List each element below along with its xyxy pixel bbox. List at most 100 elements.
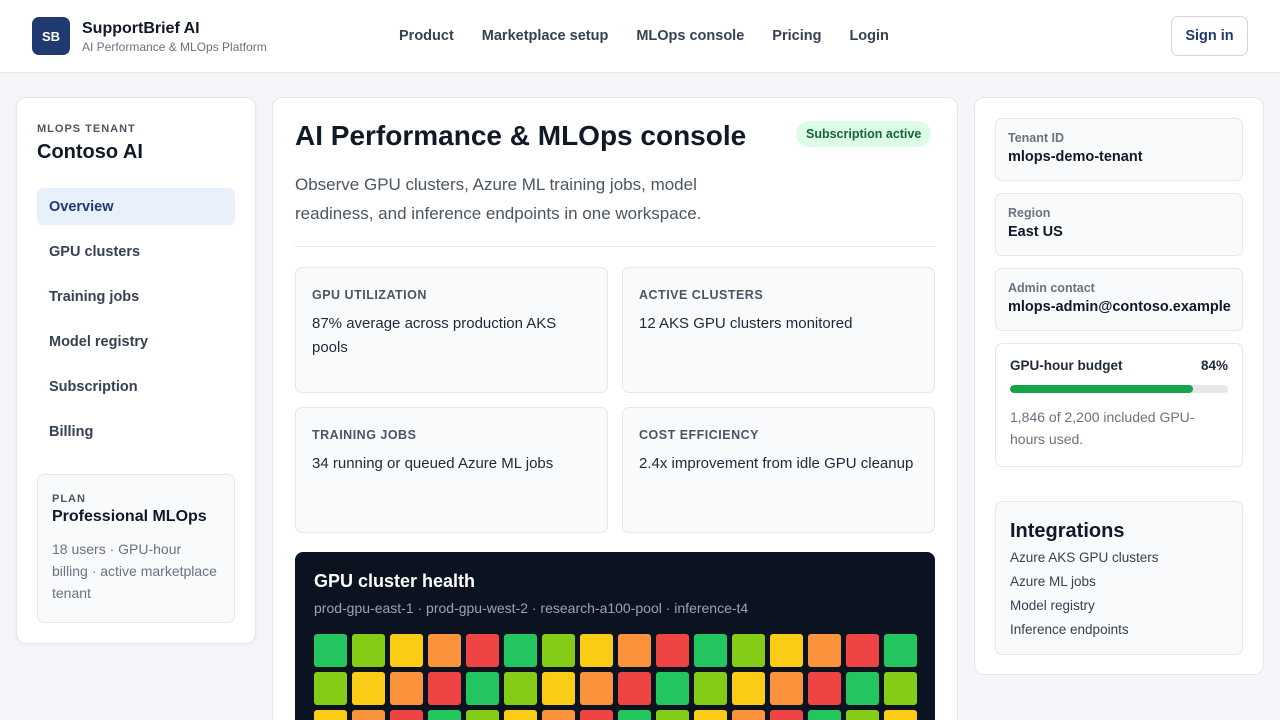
- integration-item: Inference endpoints: [1010, 622, 1129, 637]
- cluster-health-cell[interactable]: [352, 634, 385, 667]
- cluster-health-cell[interactable]: [466, 672, 499, 705]
- cluster-health-cell[interactable]: [770, 710, 803, 720]
- top-header: SB SupportBrief AI AI Performance & MLOp…: [0, 0, 1280, 73]
- cluster-health-cell[interactable]: [504, 672, 537, 705]
- nav-mlops-console[interactable]: MLOps console: [636, 28, 745, 44]
- sidebar-item-billing[interactable]: Billing: [49, 423, 94, 440]
- cluster-health-cell[interactable]: [542, 710, 575, 720]
- plan-eyebrow: PLAN: [52, 493, 86, 505]
- cluster-health-cell[interactable]: [466, 710, 499, 720]
- tenant-id-box: Tenant ID mlops-demo-tenant: [995, 118, 1243, 181]
- sidebar-item-gpu-clusters[interactable]: GPU clusters: [49, 243, 141, 260]
- cluster-health-cell[interactable]: [428, 672, 461, 705]
- cluster-health-cell[interactable]: [314, 672, 347, 705]
- admin-contact-box: Admin contact mlops-admin@contoso.exampl…: [995, 268, 1243, 331]
- sidebar-item-subscription[interactable]: Subscription: [49, 378, 138, 395]
- nav-marketplace-setup[interactable]: Marketplace setup: [481, 28, 609, 44]
- tenant-id-label: Tenant ID: [1008, 131, 1065, 145]
- health-title: GPU cluster health: [314, 571, 476, 591]
- integrations-box: Integrations Azure AKS GPU clusters Azur…: [995, 501, 1243, 655]
- cluster-health-heatmap: [314, 634, 917, 720]
- sign-in-button[interactable]: Sign in: [1171, 16, 1248, 56]
- cluster-health-cell[interactable]: [314, 634, 347, 667]
- budget-progress-fill: [1010, 385, 1194, 393]
- cluster-health-cell[interactable]: [542, 672, 575, 705]
- budget-percent: 84%: [1200, 358, 1228, 373]
- cluster-health-cell[interactable]: [884, 672, 917, 705]
- plan-card: PLAN Professional MLOps 18 users · GPU-h…: [37, 474, 235, 623]
- cluster-health-cell[interactable]: [352, 710, 385, 720]
- metric-card-active-clusters: ACTIVE CLUSTERS 12 AKS GPU clusters moni…: [622, 267, 935, 393]
- sidebar-item-model-registry[interactable]: Model registry: [49, 333, 149, 350]
- cluster-health-cell[interactable]: [352, 672, 385, 705]
- admin-contact-label: Admin contact: [1008, 281, 1095, 295]
- cluster-health-cell[interactable]: [770, 672, 803, 705]
- cluster-health-cell[interactable]: [504, 710, 537, 720]
- metric-value: 12 AKS GPU clusters monitored: [639, 315, 853, 332]
- divider: [295, 246, 935, 247]
- cluster-health-cell[interactable]: [732, 634, 765, 667]
- metric-value: 87% average across production AKS pools: [312, 315, 557, 356]
- cluster-health-cell[interactable]: [808, 634, 841, 667]
- cluster-health-cell[interactable]: [656, 710, 689, 720]
- cluster-health-cell[interactable]: [466, 634, 499, 667]
- sidebar-item-training-jobs[interactable]: Training jobs: [49, 288, 140, 305]
- integration-item: Model registry: [1010, 598, 1095, 613]
- cluster-health-cell[interactable]: [504, 634, 537, 667]
- metric-card-training-jobs: TRAINING JOBS 34 running or queued Azure…: [295, 407, 608, 533]
- sidebar-item-overview[interactable]: Overview: [37, 188, 235, 225]
- cluster-health-cell[interactable]: [694, 634, 727, 667]
- budget-label: GPU-hour budget: [1010, 358, 1123, 373]
- metric-card-cost-efficiency: COST EFFICIENCY 2.4x improvement from id…: [622, 407, 935, 533]
- gpu-cluster-health-panel: GPU cluster health prod-gpu-east-1 · pro…: [295, 552, 935, 720]
- cluster-health-cell[interactable]: [580, 634, 613, 667]
- cluster-health-cell[interactable]: [846, 672, 879, 705]
- budget-progress-track: [1010, 385, 1228, 393]
- region-label: Region: [1008, 206, 1051, 220]
- cluster-health-cell[interactable]: [428, 710, 461, 720]
- brand-name: SupportBrief AI: [82, 20, 200, 37]
- brand-logo[interactable]: SB: [32, 17, 70, 55]
- cluster-health-cell[interactable]: [580, 710, 613, 720]
- main-nav: Product Marketplace setup MLOps console …: [399, 28, 917, 44]
- integration-item: Azure AKS GPU clusters: [1010, 550, 1159, 565]
- cluster-health-cell[interactable]: [580, 672, 613, 705]
- cluster-health-cell[interactable]: [884, 710, 917, 720]
- cluster-health-cell[interactable]: [618, 710, 651, 720]
- cluster-health-cell[interactable]: [846, 634, 879, 667]
- page-title: AI Performance & MLOps console: [295, 120, 747, 151]
- cluster-health-cell[interactable]: [732, 710, 765, 720]
- plan-description: 18 users · GPU-hour billing · active mar…: [52, 541, 217, 601]
- cluster-health-cell[interactable]: [808, 672, 841, 705]
- cluster-health-cell[interactable]: [846, 710, 879, 720]
- cluster-health-cell[interactable]: [618, 672, 651, 705]
- cluster-health-cell[interactable]: [390, 710, 423, 720]
- cluster-health-cell[interactable]: [656, 634, 689, 667]
- metric-label: TRAINING JOBS: [312, 428, 417, 442]
- cluster-health-cell[interactable]: [694, 710, 727, 720]
- region-value: East US: [1008, 224, 1063, 240]
- cluster-health-cell[interactable]: [618, 634, 651, 667]
- nav-login[interactable]: Login: [849, 28, 889, 44]
- nav-product[interactable]: Product: [399, 28, 454, 44]
- cluster-health-cell[interactable]: [808, 710, 841, 720]
- cluster-health-cell[interactable]: [390, 634, 423, 667]
- cluster-health-cell[interactable]: [314, 710, 347, 720]
- sidebar-nav: Overview GPU clusters Training jobs Mode…: [37, 188, 235, 458]
- cluster-health-cell[interactable]: [390, 672, 423, 705]
- cluster-health-cell[interactable]: [884, 634, 917, 667]
- cluster-health-cell[interactable]: [770, 634, 803, 667]
- cluster-health-cell[interactable]: [732, 672, 765, 705]
- tenant-eyebrow: MLOPS TENANT: [37, 123, 136, 135]
- nav-pricing[interactable]: Pricing: [772, 28, 822, 44]
- metric-label: GPU UTILIZATION: [312, 288, 427, 302]
- brand-tagline: AI Performance & MLOps Platform: [82, 40, 267, 54]
- cluster-health-cell[interactable]: [656, 672, 689, 705]
- admin-contact-value[interactable]: mlops-admin@contoso.example: [1008, 299, 1231, 315]
- cluster-health-cell[interactable]: [542, 634, 575, 667]
- cluster-health-cell[interactable]: [428, 634, 461, 667]
- metric-value: 34 running or queued Azure ML jobs: [312, 455, 554, 472]
- cluster-health-cell[interactable]: [694, 672, 727, 705]
- metric-card-gpu-utilization: GPU UTILIZATION 87% average across produ…: [295, 267, 608, 393]
- tenant-details-panel: Tenant ID mlops-demo-tenant Region East …: [974, 97, 1264, 675]
